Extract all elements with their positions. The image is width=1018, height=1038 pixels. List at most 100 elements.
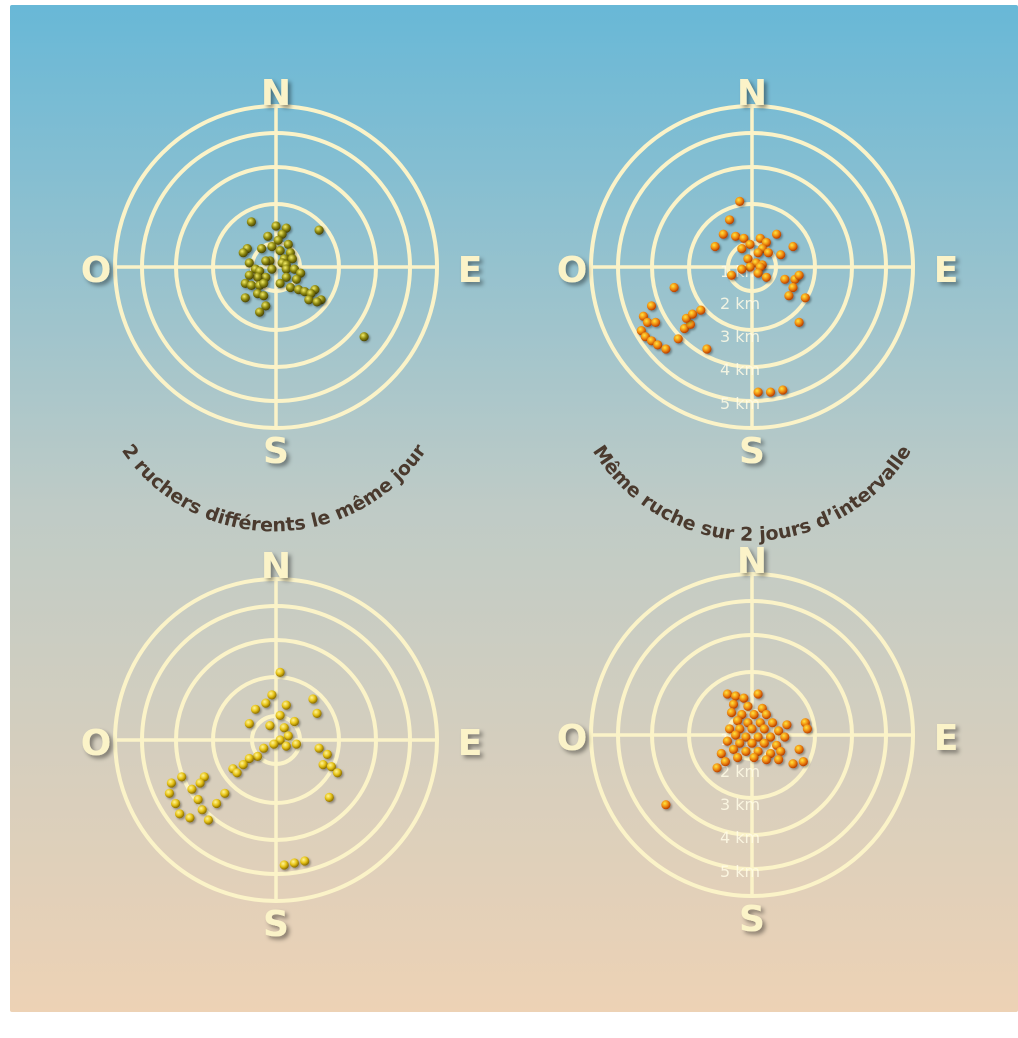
- compass-chart-top-left: N S E O: [81, 73, 483, 472]
- forager-point: [250, 704, 261, 714]
- forager-point: [794, 317, 804, 327]
- forager-point: [763, 248, 774, 258]
- forager-point: [279, 860, 289, 870]
- forager-point: [778, 385, 788, 395]
- distance-label-3: 3 km: [720, 327, 760, 346]
- forager-point: [166, 778, 176, 788]
- forager-point: [759, 738, 769, 748]
- forager-point: [784, 291, 794, 301]
- forager-point: [281, 264, 291, 274]
- forager-point: [731, 730, 741, 740]
- compass-letter-south: S: [263, 904, 289, 945]
- forager-point: [267, 241, 277, 252]
- forager-point: [726, 270, 737, 280]
- forager-point: [731, 691, 741, 701]
- forager-point: [749, 752, 759, 763]
- forager-point: [776, 746, 786, 757]
- forager-point: [753, 387, 763, 397]
- forager-point: [259, 278, 269, 288]
- forager-point: [255, 307, 265, 317]
- forager-point: [291, 739, 302, 749]
- forager-point: [271, 221, 281, 231]
- forager-point: [259, 743, 269, 753]
- compass-letter-south: S: [739, 899, 765, 940]
- compass-letter-south: S: [739, 431, 765, 472]
- forager-point: [318, 760, 328, 770]
- forager-point: [275, 246, 285, 256]
- forager-point: [195, 778, 205, 788]
- compass-letter-north: N: [737, 541, 767, 582]
- forager-point: [275, 667, 285, 678]
- compass-letter-west: O: [81, 723, 112, 764]
- forager-point: [774, 755, 784, 765]
- forager-point: [359, 332, 369, 342]
- forager-point: [312, 708, 322, 719]
- forager-point: [767, 718, 778, 728]
- forager-point: [289, 858, 299, 868]
- forager-point: [275, 278, 285, 288]
- forager-point: [244, 270, 254, 280]
- forager-point: [291, 274, 302, 284]
- distance-label-4: 4 km: [720, 828, 760, 847]
- forager-point: [722, 689, 733, 699]
- forager-point: [745, 262, 755, 272]
- forager-point: [761, 755, 772, 765]
- forager-point: [642, 317, 653, 327]
- forager-point: [244, 258, 254, 268]
- forager-point: [716, 748, 726, 759]
- forager-point: [279, 723, 289, 733]
- forager-point: [661, 344, 671, 354]
- forager-point: [735, 738, 745, 748]
- forager-point: [759, 724, 769, 734]
- forager-point: [788, 241, 798, 252]
- forager-point: [187, 784, 197, 794]
- forager-point: [737, 244, 747, 254]
- forager-point: [731, 231, 741, 241]
- forager-point: [244, 753, 254, 764]
- forager-point: [696, 305, 706, 315]
- forager-point: [324, 792, 334, 803]
- forager-point: [261, 698, 271, 708]
- forager-point: [743, 254, 753, 264]
- forager-point: [702, 344, 712, 354]
- forager-point: [669, 282, 679, 293]
- forager-point: [175, 809, 185, 819]
- forager-point: [753, 689, 763, 699]
- compass-letter-north: N: [261, 546, 291, 587]
- compass-letter-west: O: [81, 250, 112, 291]
- forager-point: [253, 751, 263, 762]
- forager-point: [653, 340, 663, 350]
- forager-point: [661, 800, 671, 810]
- distance-label-4: 4 km: [720, 360, 760, 379]
- forager-point: [240, 293, 250, 303]
- forager-point: [246, 280, 256, 290]
- forager-point: [722, 736, 733, 746]
- distance-label-5: 5 km: [720, 862, 760, 881]
- forager-point: [287, 254, 297, 264]
- forager-point: [300, 856, 310, 866]
- forager-point: [780, 274, 790, 284]
- compass-letter-north: N: [261, 73, 291, 114]
- forager-point: [737, 264, 747, 274]
- forager-point: [193, 794, 203, 805]
- forager-point: [275, 710, 285, 721]
- forager-point: [724, 215, 735, 225]
- distance-label-5: 5 km: [720, 394, 760, 413]
- forager-point: [741, 732, 751, 742]
- forager-point: [308, 694, 318, 704]
- forager-point: [724, 724, 735, 734]
- forager-point: [673, 334, 683, 344]
- compass-letter-east: E: [934, 718, 959, 759]
- forager-point: [289, 716, 299, 727]
- forager-point: [314, 743, 324, 753]
- forager-point: [774, 726, 784, 736]
- forager-point: [185, 813, 195, 823]
- forager-point: [772, 229, 782, 239]
- forager-point: [273, 235, 283, 245]
- forager-point: [720, 757, 731, 767]
- forager-point: [212, 798, 222, 809]
- forager-point: [259, 291, 269, 301]
